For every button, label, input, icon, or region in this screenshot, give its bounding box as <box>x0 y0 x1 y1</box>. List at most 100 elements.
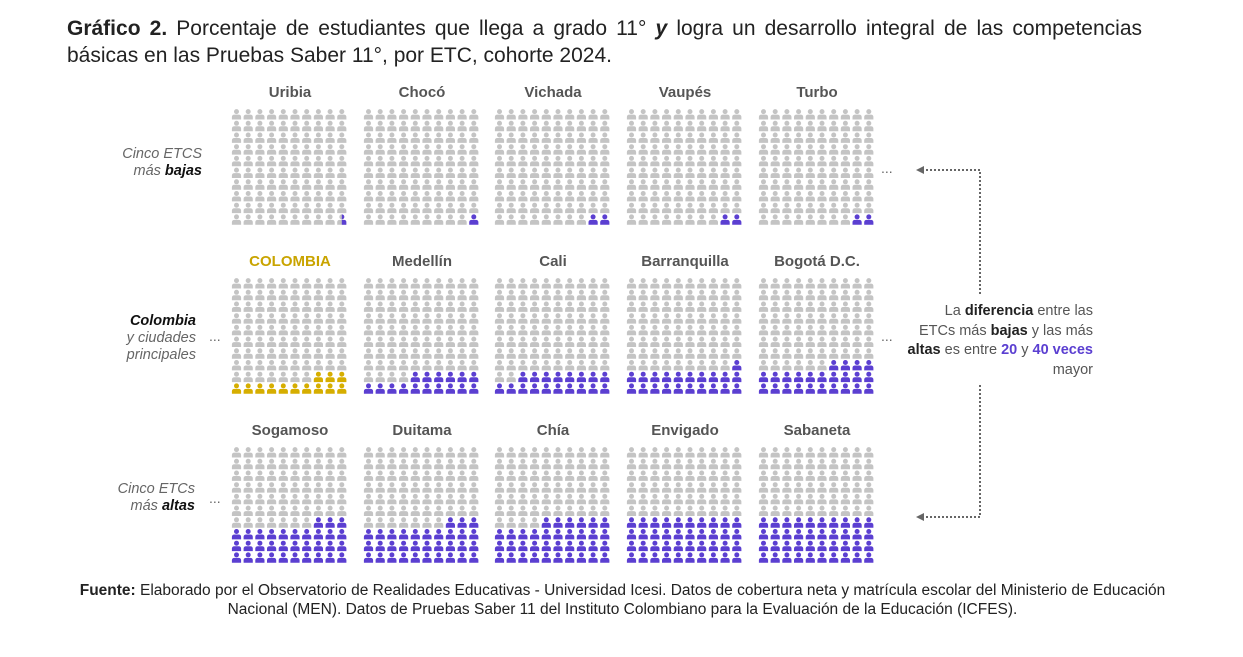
person-icon <box>518 179 528 190</box>
person-icon <box>325 313 335 324</box>
person-icon <box>650 324 660 336</box>
person-icon <box>782 278 792 289</box>
person-icon <box>600 167 610 178</box>
person-icon <box>794 447 804 458</box>
person-icon <box>782 482 792 493</box>
grid-title: Duitama <box>392 422 452 439</box>
person-icon <box>325 132 335 143</box>
person-icon <box>469 278 479 289</box>
person-icon <box>673 529 683 540</box>
person-icon <box>840 289 850 301</box>
person-icon <box>817 360 827 371</box>
person-icon <box>267 482 277 493</box>
person-icon <box>445 132 455 143</box>
person-icon <box>638 109 648 120</box>
person-icon <box>325 447 335 458</box>
person-icon <box>494 202 505 214</box>
person-icon <box>469 324 479 336</box>
person-icon <box>673 167 683 178</box>
person-icon <box>638 289 648 301</box>
ellipsis: ... <box>881 160 893 176</box>
person-icon <box>457 144 467 155</box>
person-icon <box>782 289 792 301</box>
person-icon <box>363 278 374 289</box>
person-icon <box>758 191 769 202</box>
person-icon <box>313 383 323 394</box>
person-icon <box>805 371 815 383</box>
person-icon <box>410 336 420 347</box>
person-icon <box>325 482 335 493</box>
person-icon <box>720 120 730 132</box>
person-icon <box>445 278 455 289</box>
person-icon <box>650 360 660 371</box>
person-icon <box>805 383 815 394</box>
person-icon <box>732 552 742 563</box>
person-icon <box>290 278 300 289</box>
person-icon <box>457 155 467 167</box>
person-icon <box>255 120 265 132</box>
person-icon <box>494 301 505 312</box>
person-icon <box>782 493 792 505</box>
person-icon <box>805 202 815 214</box>
person-icon <box>434 383 444 394</box>
person-icon <box>337 109 347 120</box>
person-icon <box>565 458 575 470</box>
person-icon <box>302 529 312 540</box>
person-icon <box>770 447 780 458</box>
person-icon <box>506 301 516 312</box>
person-icon <box>375 517 385 528</box>
person-icon <box>469 179 479 190</box>
person-icon <box>794 482 804 493</box>
person-icon <box>518 132 528 143</box>
person-icon <box>864 371 874 383</box>
person-icon <box>650 278 660 289</box>
person-icon <box>399 336 409 347</box>
person-icon <box>325 336 335 347</box>
person-icon <box>255 348 265 359</box>
person-icon <box>673 336 683 347</box>
person-icon <box>325 517 335 528</box>
person-icon <box>445 505 455 516</box>
person-icon <box>278 482 288 493</box>
person-icon <box>794 348 804 359</box>
person-icon <box>243 482 253 493</box>
person-icon <box>758 482 769 493</box>
person-icon <box>541 202 551 214</box>
person-icon <box>732 360 742 371</box>
person-icon <box>840 505 850 516</box>
person-icon <box>829 144 839 155</box>
person-icon <box>758 371 769 383</box>
person-icon <box>732 144 742 155</box>
person-icon <box>530 324 540 336</box>
person-icon <box>290 336 300 347</box>
person-icon <box>399 493 409 505</box>
person-icon <box>758 505 769 516</box>
person-icon <box>255 144 265 155</box>
person-icon <box>410 383 420 394</box>
person-icon <box>600 482 610 493</box>
person-icon <box>782 179 792 190</box>
person-icon <box>325 289 335 301</box>
person-icon <box>685 144 695 155</box>
person-icon <box>650 336 660 347</box>
person-icon <box>434 470 444 481</box>
person-icon <box>302 167 312 178</box>
person-icon <box>457 324 467 336</box>
person-icon <box>494 109 505 120</box>
person-icon <box>770 360 780 371</box>
person-icon <box>732 214 742 225</box>
person-icon <box>576 383 586 394</box>
person-icon <box>387 191 397 202</box>
person-icon <box>782 313 792 324</box>
person-icon <box>685 336 695 347</box>
person-icon <box>506 470 516 481</box>
person-icon <box>457 289 467 301</box>
person-icon <box>302 289 312 301</box>
person-icon <box>697 324 707 336</box>
person-icon <box>267 517 277 528</box>
person-icon <box>494 470 505 481</box>
person-icon <box>255 336 265 347</box>
person-icon <box>685 505 695 516</box>
person-icon <box>829 179 839 190</box>
person-icon <box>290 301 300 312</box>
